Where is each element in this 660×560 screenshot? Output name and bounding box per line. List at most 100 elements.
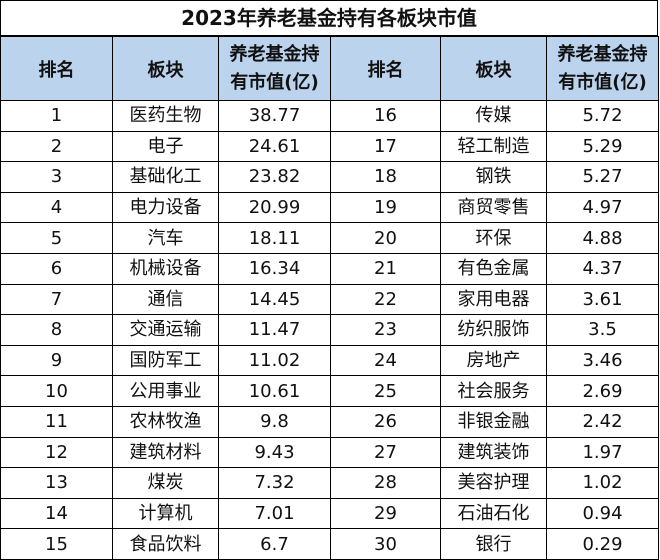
value-cell: 0.29 <box>546 528 659 560</box>
table-row: 14 计算机 7.01 29 石油石化 0.94 <box>0 497 659 530</box>
sector-cell: 电子 <box>112 130 219 163</box>
value-cell: 0.94 <box>546 497 659 530</box>
table-row: 11 农林牧渔 9.8 26 非银金融 2.42 <box>0 405 659 438</box>
sector-cell: 通信 <box>112 283 219 316</box>
sector-cell: 建筑装饰 <box>440 436 547 469</box>
rank-cell: 6 <box>0 252 113 285</box>
rank-cell: 24 <box>330 344 441 377</box>
value-cell: 1.97 <box>546 436 659 469</box>
table-row: 13 煤炭 7.32 28 美容护理 1.02 <box>0 467 659 499</box>
sector-header: 板块 <box>112 36 219 101</box>
sector-cell: 纺织服饰 <box>440 314 547 346</box>
rank-cell: 26 <box>330 405 441 438</box>
value-cell: 5.72 <box>546 100 659 132</box>
rank-cell: 2 <box>0 130 113 163</box>
value-cell: 11.47 <box>218 314 331 346</box>
sector-cell: 轻工制造 <box>440 130 547 163</box>
rank-cell: 19 <box>330 191 441 224</box>
sector-cell: 计算机 <box>112 497 219 530</box>
table-title: 2023年养老基金持有各板块市值 <box>0 0 658 36</box>
rank-cell: 18 <box>330 161 441 193</box>
table-row: 15 食品饮料 6.7 30 银行 0.29 <box>0 528 659 560</box>
rank-cell: 3 <box>0 161 113 193</box>
rank-cell: 5 <box>0 222 113 254</box>
sector-cell: 公用事业 <box>112 375 219 407</box>
value-cell: 38.77 <box>218 100 331 132</box>
sector-cell: 国防军工 <box>112 344 219 377</box>
rank-cell: 10 <box>0 375 113 407</box>
value-cell: 4.88 <box>546 222 659 254</box>
table-row: 10 公用事业 10.61 25 社会服务 2.69 <box>0 375 659 407</box>
value-header-line1: 养老基金持 <box>557 43 648 65</box>
rank-cell: 1 <box>0 100 113 132</box>
rank-cell: 28 <box>330 467 441 499</box>
value-cell: 9.43 <box>218 436 331 469</box>
value-cell: 11.02 <box>218 344 331 377</box>
sector-header: 板块 <box>440 36 547 101</box>
rank-cell: 29 <box>330 497 441 530</box>
sector-cell: 机械设备 <box>112 252 219 285</box>
value-cell: 5.29 <box>546 130 659 163</box>
sector-cell: 环保 <box>440 222 547 254</box>
rank-cell: 11 <box>0 405 113 438</box>
table-row: 12 建筑材料 9.43 27 建筑装饰 1.97 <box>0 436 659 469</box>
value-cell: 5.27 <box>546 161 659 193</box>
sector-cell: 石油石化 <box>440 497 547 530</box>
value-header-line2: 有市值(亿) <box>230 71 319 93</box>
sector-cell: 钢铁 <box>440 161 547 193</box>
rank-cell: 8 <box>0 314 113 346</box>
rank-cell: 4 <box>0 191 113 224</box>
rank-header: 排名 <box>0 36 113 101</box>
value-cell: 3.5 <box>546 314 659 346</box>
value-cell: 20.99 <box>218 191 331 224</box>
sector-cell: 煤炭 <box>112 467 219 499</box>
value-cell: 23.82 <box>218 161 331 193</box>
value-cell: 24.61 <box>218 130 331 163</box>
value-header: 养老基金持 有市值(亿) <box>546 36 659 101</box>
value-header: 养老基金持 有市值(亿) <box>218 36 331 101</box>
value-cell: 4.37 <box>546 252 659 285</box>
rank-cell: 12 <box>0 436 113 469</box>
value-cell: 1.02 <box>546 467 659 499</box>
sector-cell: 美容护理 <box>440 467 547 499</box>
rank-cell: 23 <box>330 314 441 346</box>
sector-cell: 汽车 <box>112 222 219 254</box>
rank-cell: 20 <box>330 222 441 254</box>
table-row: 2 电子 24.61 17 轻工制造 5.29 <box>0 130 659 163</box>
value-cell: 3.61 <box>546 283 659 316</box>
value-cell: 18.11 <box>218 222 331 254</box>
table-row: 6 机械设备 16.34 21 有色金属 4.37 <box>0 252 659 285</box>
rank-cell: 13 <box>0 467 113 499</box>
sector-cell: 医药生物 <box>112 100 219 132</box>
sector-cell: 商贸零售 <box>440 191 547 224</box>
sector-cell: 家用电器 <box>440 283 547 316</box>
sector-cell: 房地产 <box>440 344 547 377</box>
table-row: 1 医药生物 38.77 16 传媒 5.72 <box>0 100 659 132</box>
header-row: 排名 板块 养老基金持 有市值(亿) 排名 板块 养老基金持 有市值(亿) <box>0 36 659 101</box>
value-cell: 6.7 <box>218 528 331 560</box>
rank-cell: 27 <box>330 436 441 469</box>
rank-cell: 17 <box>330 130 441 163</box>
rank-cell: 14 <box>0 497 113 530</box>
table-row: 8 交通运输 11.47 23 纺织服饰 3.5 <box>0 314 659 346</box>
table-row: 4 电力设备 20.99 19 商贸零售 4.97 <box>0 191 659 224</box>
rank-cell: 21 <box>330 252 441 285</box>
rank-cell: 22 <box>330 283 441 316</box>
value-cell: 7.32 <box>218 467 331 499</box>
sector-cell: 非银金融 <box>440 405 547 438</box>
rank-cell: 9 <box>0 344 113 377</box>
rank-cell: 15 <box>0 528 113 560</box>
value-cell: 14.45 <box>218 283 331 316</box>
sector-cell: 食品饮料 <box>112 528 219 560</box>
value-header-line2: 有市值(亿) <box>558 71 647 93</box>
sector-cell: 社会服务 <box>440 375 547 407</box>
sector-cell: 基础化工 <box>112 161 219 193</box>
rank-cell: 30 <box>330 528 441 560</box>
rank-cell: 25 <box>330 375 441 407</box>
sector-cell: 建筑材料 <box>112 436 219 469</box>
sector-cell: 农林牧渔 <box>112 405 219 438</box>
table-row: 7 通信 14.45 22 家用电器 3.61 <box>0 283 659 316</box>
value-cell: 9.8 <box>218 405 331 438</box>
table-row: 3 基础化工 23.82 18 钢铁 5.27 <box>0 161 659 193</box>
